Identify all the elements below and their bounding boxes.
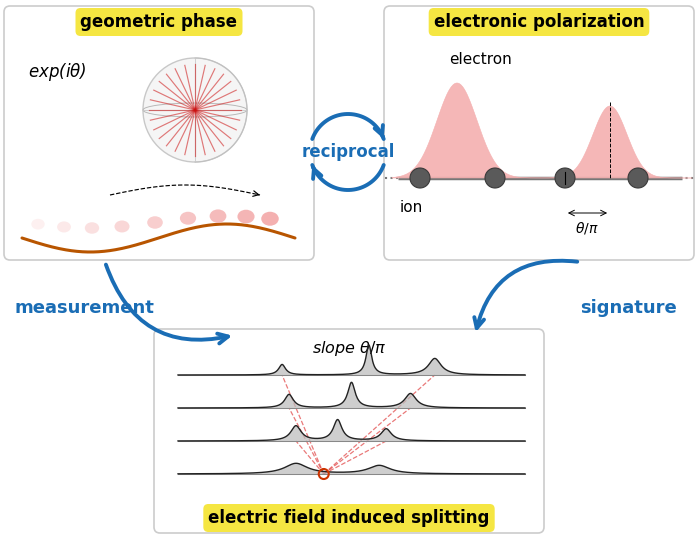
Ellipse shape	[209, 210, 226, 223]
FancyBboxPatch shape	[4, 6, 314, 260]
Ellipse shape	[180, 212, 196, 225]
Text: measurement: measurement	[15, 299, 155, 317]
Text: reciprocal: reciprocal	[301, 143, 395, 161]
Ellipse shape	[237, 210, 255, 223]
Ellipse shape	[115, 221, 130, 233]
Text: electronic polarization: electronic polarization	[434, 13, 644, 31]
Ellipse shape	[147, 216, 163, 229]
FancyBboxPatch shape	[154, 329, 544, 533]
Ellipse shape	[32, 219, 45, 229]
Ellipse shape	[85, 222, 99, 234]
Text: electron: electron	[449, 52, 512, 68]
Text: exp($i\theta$): exp($i\theta$)	[28, 61, 87, 83]
Text: $\theta/\pi$: $\theta/\pi$	[575, 220, 598, 236]
Text: slope $\theta/\pi$: slope $\theta/\pi$	[312, 340, 386, 359]
Text: geometric phase: geometric phase	[80, 13, 237, 31]
Circle shape	[485, 168, 505, 188]
Text: electric field induced splitting: electric field induced splitting	[209, 509, 490, 527]
Circle shape	[628, 168, 648, 188]
Circle shape	[410, 168, 430, 188]
Text: ion: ion	[400, 199, 424, 215]
Text: signature: signature	[580, 299, 677, 317]
Ellipse shape	[261, 212, 279, 225]
Ellipse shape	[57, 221, 71, 233]
Circle shape	[143, 58, 247, 162]
Circle shape	[555, 168, 575, 188]
FancyBboxPatch shape	[384, 6, 694, 260]
